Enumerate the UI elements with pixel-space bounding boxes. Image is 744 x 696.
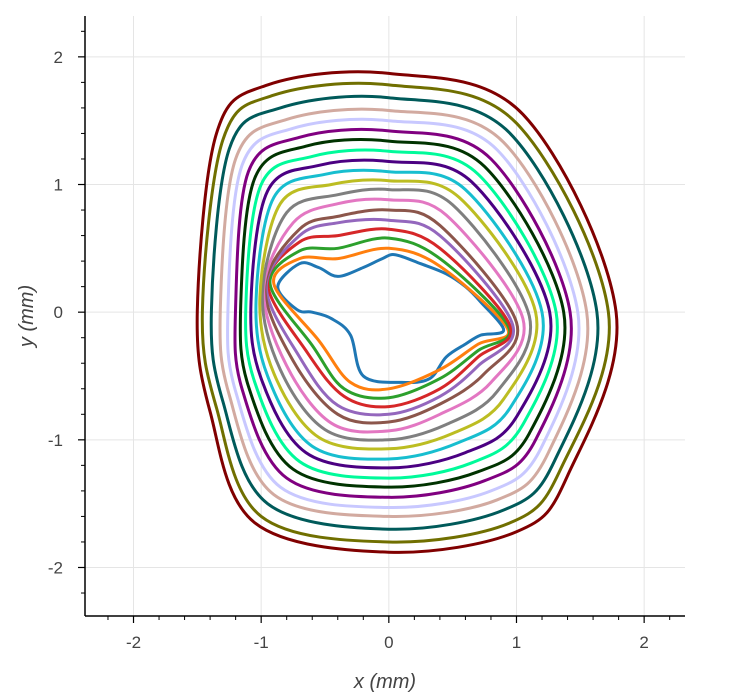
contour-line-1 [276,253,506,385]
contour-line-13 [238,138,567,489]
series-lines [195,70,619,554]
x-tick-label: 0 [384,633,393,652]
x-axis-title: x (mm) [353,671,416,693]
y-tick-label: 2 [54,48,63,67]
contour-line-7 [262,197,526,434]
contour-line-9 [258,178,539,451]
contour-line-15 [226,117,581,510]
y-axis-title: y (mm) [16,285,38,349]
grid [85,16,685,616]
y-tick-label: -1 [48,431,63,450]
y-tick-label: 0 [54,303,63,322]
contour-line-18 [200,81,611,544]
contour-line-8 [260,187,533,442]
contour-line-12 [244,148,559,480]
tick-marks [78,30,671,623]
contour-line-2 [272,246,511,392]
x-tick-label: -1 [254,633,269,652]
x-tick-label: 2 [639,633,648,652]
y-tick-labels: 2 1 0 -1 -2 [48,48,63,578]
y-tick-label: -2 [48,558,63,577]
contour-line-11 [249,158,553,470]
contour-line-16 [218,107,590,518]
contour-line-6 [263,208,520,425]
contour-line-14 [233,127,573,499]
contour-line-19 [195,70,619,554]
x-tick-labels: -2 -1 0 1 2 [126,633,649,652]
contour-line-4 [266,227,513,409]
axes [84,16,685,617]
contour-line-10 [254,168,545,461]
contour-line-3 [268,236,512,400]
x-tick-label: 1 [512,633,521,652]
contour-line-5 [264,217,516,417]
x-tick-label: -2 [126,633,141,652]
y-tick-label: 1 [54,176,63,195]
contour-line-17 [209,94,600,531]
